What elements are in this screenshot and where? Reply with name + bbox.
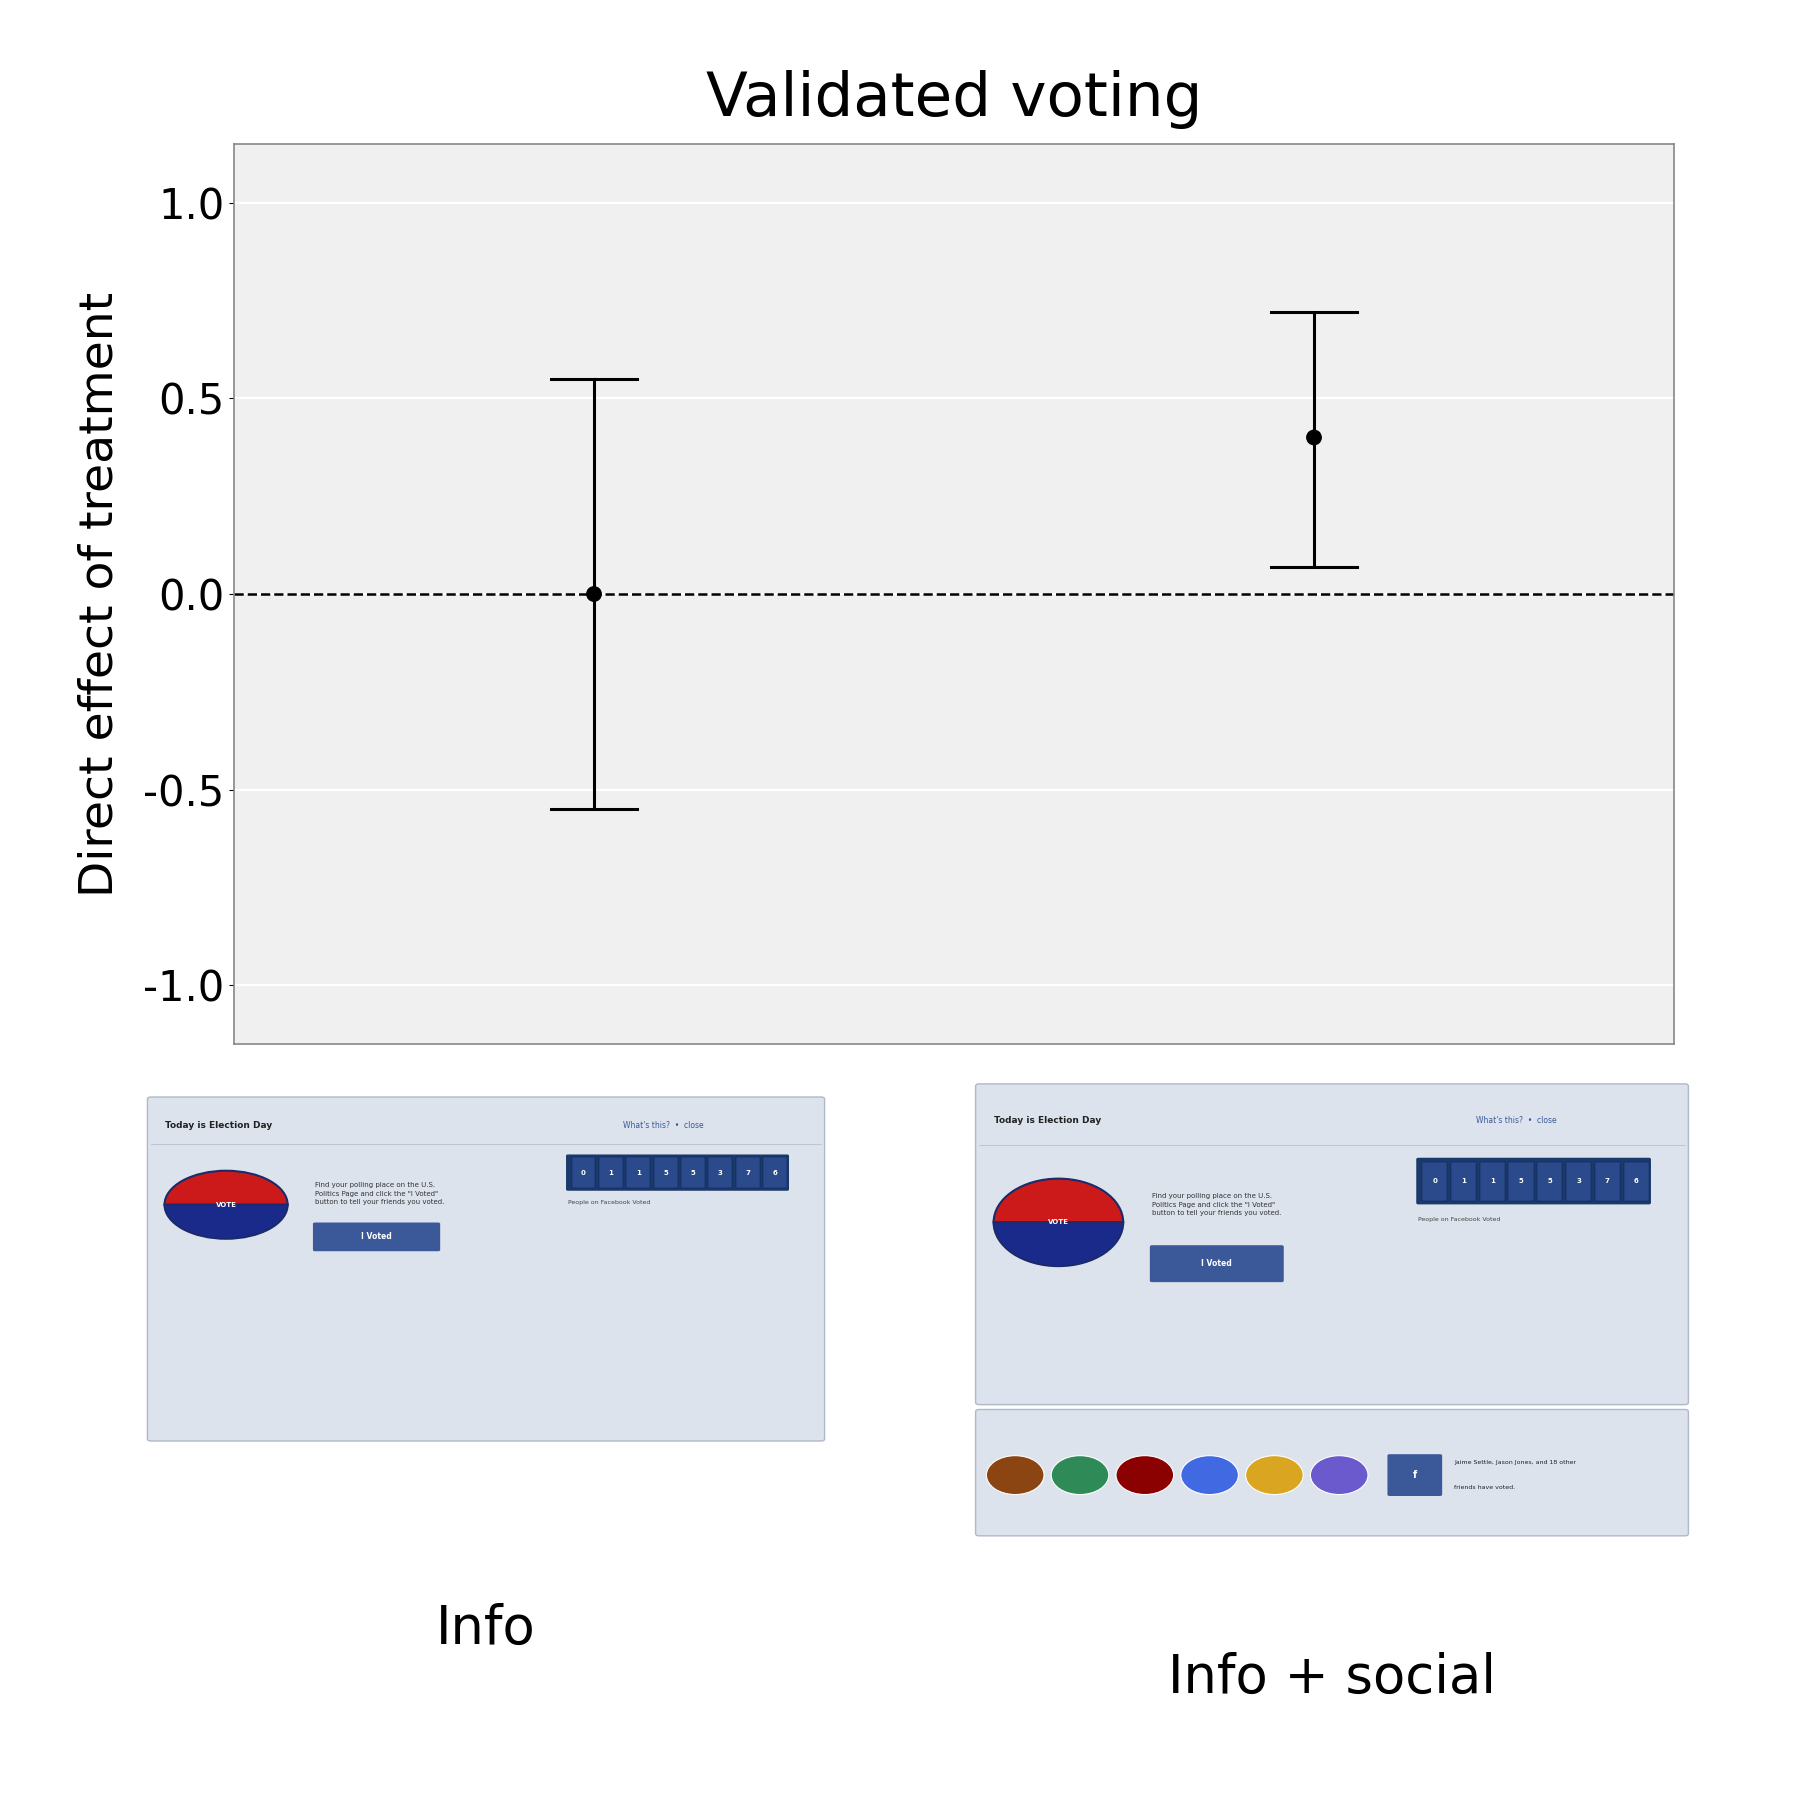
FancyBboxPatch shape [1537,1161,1562,1201]
Text: f: f [1413,1471,1417,1480]
FancyBboxPatch shape [976,1084,1688,1404]
Text: Find your polling place on the U.S.
Politics Page and click the "I Voted"
button: Find your polling place on the U.S. Poli… [315,1183,445,1204]
Wedge shape [994,1222,1123,1265]
FancyBboxPatch shape [1624,1161,1649,1201]
Wedge shape [164,1170,288,1204]
FancyBboxPatch shape [1480,1161,1505,1201]
FancyBboxPatch shape [1451,1161,1476,1201]
FancyBboxPatch shape [599,1157,623,1188]
FancyBboxPatch shape [626,1157,650,1188]
Text: 6: 6 [1634,1177,1638,1184]
Circle shape [986,1456,1044,1494]
Text: 1: 1 [635,1170,641,1175]
Circle shape [1246,1456,1303,1494]
Text: Today is Election Day: Today is Election Day [164,1121,272,1130]
FancyBboxPatch shape [1422,1161,1447,1201]
Circle shape [1116,1456,1174,1494]
Text: 3: 3 [1577,1177,1580,1184]
FancyBboxPatch shape [313,1222,441,1251]
FancyBboxPatch shape [148,1096,824,1442]
Text: Jaime Settle, Jason Jones, and 18 other: Jaime Settle, Jason Jones, and 18 other [1454,1460,1577,1465]
Text: 1: 1 [1490,1177,1494,1184]
Text: 0: 0 [1433,1177,1436,1184]
FancyBboxPatch shape [680,1157,706,1188]
Circle shape [1181,1456,1238,1494]
Text: Today is Election Day: Today is Election Day [994,1116,1102,1125]
Text: I Voted: I Voted [1201,1260,1233,1269]
Text: What's this?  •  close: What's this? • close [623,1121,704,1130]
Text: 7: 7 [745,1170,751,1175]
Circle shape [1310,1456,1368,1494]
Text: VOTE: VOTE [216,1202,236,1208]
Text: 5: 5 [662,1170,668,1175]
Point [580,580,608,608]
FancyBboxPatch shape [653,1157,677,1188]
Text: 6: 6 [772,1170,778,1175]
Text: VOTE: VOTE [1048,1219,1069,1226]
Text: 1: 1 [1462,1177,1465,1184]
Text: Info: Info [436,1604,536,1654]
Text: Find your polling place on the U.S.
Politics Page and click the "I Voted"
button: Find your polling place on the U.S. Poli… [1152,1193,1282,1217]
FancyBboxPatch shape [976,1409,1688,1535]
Text: 5: 5 [1519,1177,1523,1184]
Text: 3: 3 [718,1170,724,1175]
Text: 0: 0 [581,1170,587,1175]
Wedge shape [164,1204,288,1238]
Text: 1: 1 [608,1170,614,1175]
FancyBboxPatch shape [763,1157,787,1188]
FancyBboxPatch shape [707,1157,733,1188]
Text: 5: 5 [1548,1177,1552,1184]
FancyBboxPatch shape [1566,1161,1591,1201]
Text: What's this?  •  close: What's this? • close [1476,1116,1557,1125]
Text: I Voted: I Voted [362,1233,392,1242]
FancyBboxPatch shape [1595,1161,1620,1201]
FancyBboxPatch shape [565,1154,788,1192]
FancyBboxPatch shape [736,1157,760,1188]
Circle shape [1051,1456,1109,1494]
FancyBboxPatch shape [1508,1161,1534,1201]
FancyBboxPatch shape [572,1157,596,1188]
FancyBboxPatch shape [1150,1246,1283,1282]
Y-axis label: Direct effect of treatment: Direct effect of treatment [77,292,122,896]
Text: 5: 5 [691,1170,695,1175]
FancyBboxPatch shape [1388,1454,1442,1496]
Wedge shape [994,1179,1123,1222]
Text: 7: 7 [1606,1177,1609,1184]
Text: friends have voted.: friends have voted. [1454,1485,1516,1490]
Text: People on Facebook Voted: People on Facebook Voted [569,1201,650,1206]
Text: People on Facebook Voted: People on Facebook Voted [1418,1217,1501,1222]
Title: Validated voting: Validated voting [706,70,1202,130]
FancyBboxPatch shape [1417,1157,1651,1204]
Point [1300,423,1328,452]
Text: Info + social: Info + social [1168,1652,1496,1703]
